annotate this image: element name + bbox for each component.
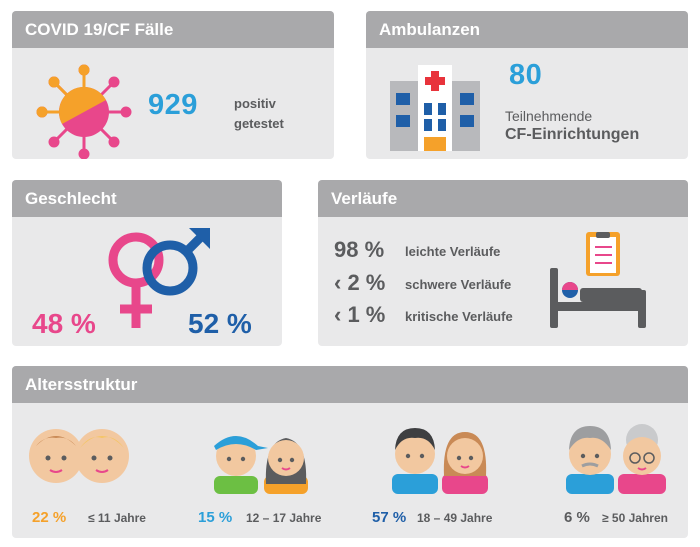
verlaeufe-card-title: Verläufe — [318, 180, 688, 217]
adult-faces-icon — [392, 428, 488, 494]
age-pct-4: 6 % — [564, 509, 590, 526]
covid-card-title: COVID 19/CF Fälle — [12, 11, 334, 48]
ambulanzen-card: Ambulanzen 80 Teilnehmende CF-Einrichtun… — [366, 11, 688, 159]
verlauf-label-1: leichte Verläufe — [405, 244, 501, 259]
altersstruktur-card-title: Altersstruktur — [12, 366, 688, 403]
age-pct-3: 57 % — [372, 509, 407, 526]
age-label-2: 12 – 17 Jahre — [246, 511, 322, 525]
verlauf-label-2: schwere Verläufe — [405, 277, 512, 292]
covid-label-line1: positiv — [234, 96, 276, 111]
verlauf-label-3: kritische Verläufe — [405, 309, 513, 324]
covid-card: COVID 19/CF Fälle 929 positiv getestet — [12, 11, 334, 159]
female-pct: 48 % — [32, 308, 96, 339]
ambulanzen-count: 80 — [509, 59, 543, 91]
age-pct-2: 15 % — [198, 509, 233, 526]
geschlecht-card: Geschlecht 48 % 52 % — [12, 180, 282, 346]
male-pct: 52 % — [188, 308, 252, 339]
verlauf-value-1: 98 % — [334, 237, 385, 262]
male-symbol-icon — [142, 228, 210, 296]
ambulanzen-label-line1: Teilnehmende — [505, 108, 593, 124]
verlauf-value-3: ‹ 1 % — [334, 302, 386, 327]
geschlecht-card-title: Geschlecht — [12, 180, 282, 217]
age-label-4: ≥ 50 Jahren — [602, 511, 668, 525]
hospital-icon — [390, 65, 480, 151]
age-pct-1: 22 % — [32, 509, 67, 526]
age-label-3: 18 – 49 Jahre — [417, 511, 493, 525]
ambulanzen-card-title: Ambulanzen — [366, 11, 688, 48]
teen-faces-icon — [214, 436, 308, 494]
senior-faces-icon — [566, 424, 666, 494]
verlaeufe-card: Verläufe 98 % leichte Verläufe ‹ 2 % sch… — [318, 180, 688, 346]
baby-faces-icon — [29, 429, 129, 483]
age-label-1: ≤ 11 Jahre — [88, 511, 146, 525]
verlauf-value-2: ‹ 2 % — [334, 270, 386, 295]
virus-icon — [36, 64, 132, 159]
female-symbol-icon — [108, 232, 164, 328]
ambulanzen-label-line2: CF-Einrichtungen — [505, 126, 640, 143]
hospital-bed-icon — [550, 232, 646, 328]
covid-label-line2: getestet — [234, 116, 284, 131]
covid-count: 929 — [148, 89, 198, 121]
altersstruktur-card: Altersstruktur 22 % ≤ 11 Jahre 15 % 12 –… — [12, 366, 688, 538]
